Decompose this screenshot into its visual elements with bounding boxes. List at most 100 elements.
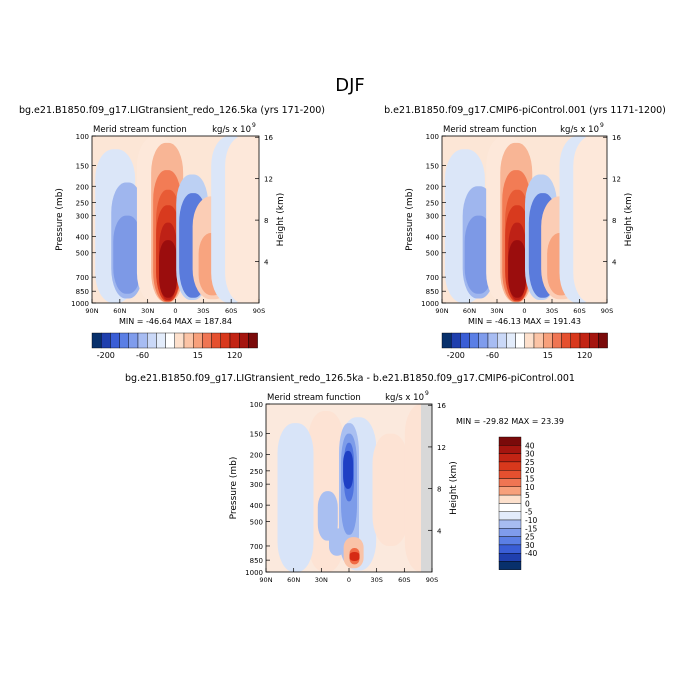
plot-2-field <box>442 136 607 303</box>
plot-1-field <box>92 136 259 303</box>
colorbar-label: 15 <box>193 351 203 360</box>
contour-cell <box>329 528 346 556</box>
panel-2-header: b.e21.B1850.f09_g17.CMIP6-piControl.001 … <box>384 105 666 116</box>
x-tick-label: 90N <box>435 307 448 315</box>
colorbar-swatch <box>589 332 599 349</box>
colorbar-label: 10 <box>525 483 535 492</box>
colorbar-swatch <box>506 332 516 349</box>
panel-units-exponent: 9 <box>600 122 604 129</box>
colorbar-swatch <box>498 511 522 521</box>
y-tick-label: 700 <box>76 274 89 282</box>
y-tick-label: 700 <box>426 274 439 282</box>
y-axis-label: Pressure (mb) <box>55 188 65 251</box>
colorbar-label: 120 <box>227 351 242 360</box>
y-tick-label: 400 <box>250 502 263 510</box>
x-tick-label: 60N <box>287 576 300 584</box>
colorbar-swatch <box>202 332 212 349</box>
x-tick-label: 0 <box>522 307 526 315</box>
y-tick-label: 1000 <box>421 300 439 308</box>
x-tick-label: 60S <box>573 307 585 315</box>
colorbar-swatch <box>441 332 452 349</box>
x-tick-label: 90S <box>601 307 613 315</box>
y-axis-label: Pressure (mb) <box>405 188 415 251</box>
panel-left-label: Merid stream function <box>267 393 361 403</box>
plot-3-field <box>266 404 432 572</box>
panel-stats: MIN = -29.82 MAX = 23.39 <box>456 417 564 426</box>
x-tick-label: 60N <box>113 307 126 315</box>
panel-units-label: kg/s x 10 <box>385 393 424 403</box>
colorbar-swatch <box>498 536 522 546</box>
y-tick-label: 1000 <box>245 569 263 577</box>
y-tick-label: 200 <box>76 183 89 191</box>
y2-tick-label: 16 <box>437 402 446 410</box>
colorbar-label: 30 <box>525 450 535 459</box>
colorbar-swatch <box>498 461 522 471</box>
panel-left-label: Merid stream function <box>93 125 187 135</box>
panel-units-label: kg/s x 10 <box>560 125 599 135</box>
x-tick-label: 0 <box>173 307 177 315</box>
colorbar-label: 25 <box>525 458 535 467</box>
y-tick-label: 250 <box>426 199 439 207</box>
contour-cell <box>159 240 178 298</box>
panel-1-header: bg.e21.B1850.f09_g17.LIGtransient_redo_1… <box>19 105 325 116</box>
colorbar-swatch <box>524 332 535 349</box>
y-tick-label: 850 <box>76 288 89 296</box>
plot-1: 100 150 200 250 300 400 500 700 850 1000 16 12 8 4 90N… <box>55 122 286 326</box>
colorbar-label: -40 <box>525 549 537 558</box>
colorbar-swatch <box>498 486 522 496</box>
x-tick-label: 30N <box>490 307 503 315</box>
colorbar-swatch <box>137 332 148 349</box>
y2-tick-label: 4 <box>264 259 269 267</box>
y-tick-label: 300 <box>426 213 439 221</box>
colorbar-label: 120 <box>577 351 592 360</box>
colorbar-swatch <box>128 332 139 349</box>
colorbar-swatch <box>146 332 157 349</box>
colorbar-label: 15 <box>525 475 535 484</box>
contour-cell <box>343 450 354 489</box>
y2-axis-label: Height (km) <box>276 193 286 247</box>
y2-tick-label: 8 <box>437 486 441 494</box>
contour-cell <box>277 423 314 572</box>
panel-stats: MIN = -46.64 MAX = 187.84 <box>119 317 232 326</box>
y-tick-label: 100 <box>76 133 89 141</box>
figure-title: DJF <box>335 75 365 96</box>
y-tick-label: 150 <box>250 431 263 439</box>
y2-tick-label: 4 <box>612 259 617 267</box>
colorbar-swatch <box>460 332 470 349</box>
colorbar-swatch <box>229 332 240 349</box>
missing-data-band <box>421 404 432 572</box>
colorbar-swatch <box>478 332 489 349</box>
colorbar-swatch <box>498 561 522 571</box>
colorbar-label: -60 <box>136 351 149 360</box>
colorbar-swatch <box>487 332 498 349</box>
panel-units-label: kg/s x 10 <box>212 125 251 135</box>
colorbar-label: -5 <box>525 508 533 517</box>
colorbar-label: 40 <box>525 441 535 450</box>
colorbar-swatch <box>570 332 581 349</box>
contour-cell <box>508 240 527 298</box>
contour-cell <box>113 215 142 294</box>
y2-tick-label: 16 <box>264 134 273 142</box>
panel-stats: MIN = -46.13 MAX = 191.43 <box>468 317 581 326</box>
colorbar-swatch <box>498 503 522 512</box>
colorbar-swatch <box>248 332 258 349</box>
y-tick-label: 400 <box>76 234 89 242</box>
colorbar-swatch <box>498 553 522 562</box>
y-tick-label: 1000 <box>71 300 89 308</box>
colorbar-swatch <box>91 332 102 349</box>
contour-cell <box>372 433 409 546</box>
colorbar-swatch <box>156 332 166 349</box>
colorbar-label: 0 <box>525 499 530 508</box>
colorbar-label: -10 <box>525 516 537 525</box>
x-tick-label: 90S <box>253 307 265 315</box>
colorbar-swatch <box>552 332 562 349</box>
panel-3-header: bg.e21.B1850.f09_g17.LIGtransient_redo_1… <box>125 373 575 384</box>
y-tick-label: 700 <box>250 543 263 551</box>
plot-3: 100150200250300400500700850100016128490N… <box>229 390 564 584</box>
colorbar-swatch <box>515 332 525 349</box>
colorbar-swatch <box>174 332 185 349</box>
colorbar-swatch <box>561 332 571 349</box>
colorbar-label: 5 <box>525 491 530 500</box>
